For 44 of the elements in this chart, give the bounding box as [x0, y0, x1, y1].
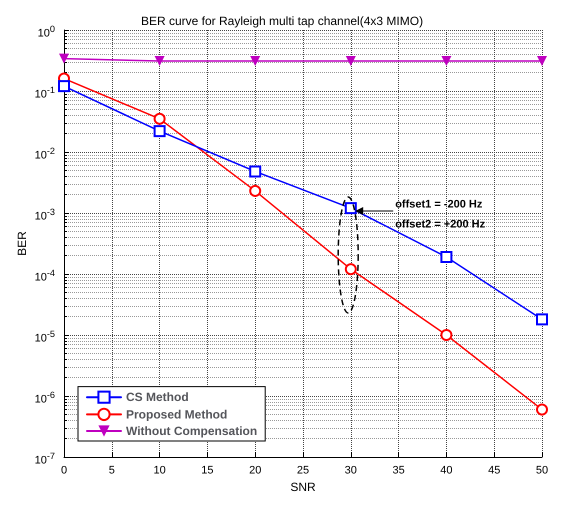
annotation: offset2 = +200 Hz — [395, 218, 486, 231]
x-tick-label: 45 — [488, 464, 500, 476]
x-tick-label: 40 — [440, 464, 453, 476]
x-axis-title: SNR — [290, 480, 316, 494]
point — [536, 404, 548, 416]
y-tick-label: 10$^{-4}$ — [34, 267, 55, 285]
chart-title: BER curve for Rayleigh multi tap channel(4x3 MIMO) — [140, 14, 424, 28]
point — [441, 56, 452, 66]
y-tick-label: 10$^{-7}$ — [34, 450, 55, 468]
point — [249, 184, 262, 197]
y-tick-label: 10$^{0}$ — [38, 23, 55, 41]
point — [440, 250, 452, 263]
y-axis-title: BER — [15, 230, 29, 256]
point — [346, 56, 356, 66]
x-tick-label: 50 — [536, 464, 548, 476]
y-tick-label: 10$^{-3}$ — [34, 206, 55, 224]
x-tick-label: 15 — [201, 464, 214, 476]
point — [58, 80, 70, 92]
point — [154, 56, 165, 66]
point — [536, 313, 548, 326]
x-tick-label: 25 — [296, 464, 310, 476]
legend-label: CS Method — [126, 390, 189, 404]
legend-label: Proposed Method — [126, 407, 228, 422]
point — [344, 263, 357, 276]
x-tick-label: 35 — [392, 464, 405, 476]
x-tick-label: 0 — [60, 464, 68, 476]
x-tick-label: 10 — [153, 464, 166, 476]
point — [344, 202, 357, 214]
point — [440, 329, 452, 341]
y-tick-label: 10$^{-1}$ — [34, 84, 55, 102]
y-tick-label: 10$^{-2}$ — [34, 145, 55, 163]
legend-label: Without Compensation — [126, 424, 258, 438]
y-tick-label: 10$^{-6}$ — [34, 389, 55, 407]
y-tick-label: 10$^{-5}$ — [34, 328, 55, 346]
point — [59, 54, 69, 64]
annotation: offset1 = -200 Hz — [395, 198, 483, 211]
point — [154, 125, 166, 138]
x-tick-label: 30 — [344, 464, 357, 476]
x-tick-label: 5 — [108, 464, 115, 476]
point — [537, 56, 547, 66]
x-tick-label: 20 — [249, 464, 262, 476]
point — [154, 112, 166, 125]
point — [249, 165, 262, 178]
point — [250, 56, 260, 66]
